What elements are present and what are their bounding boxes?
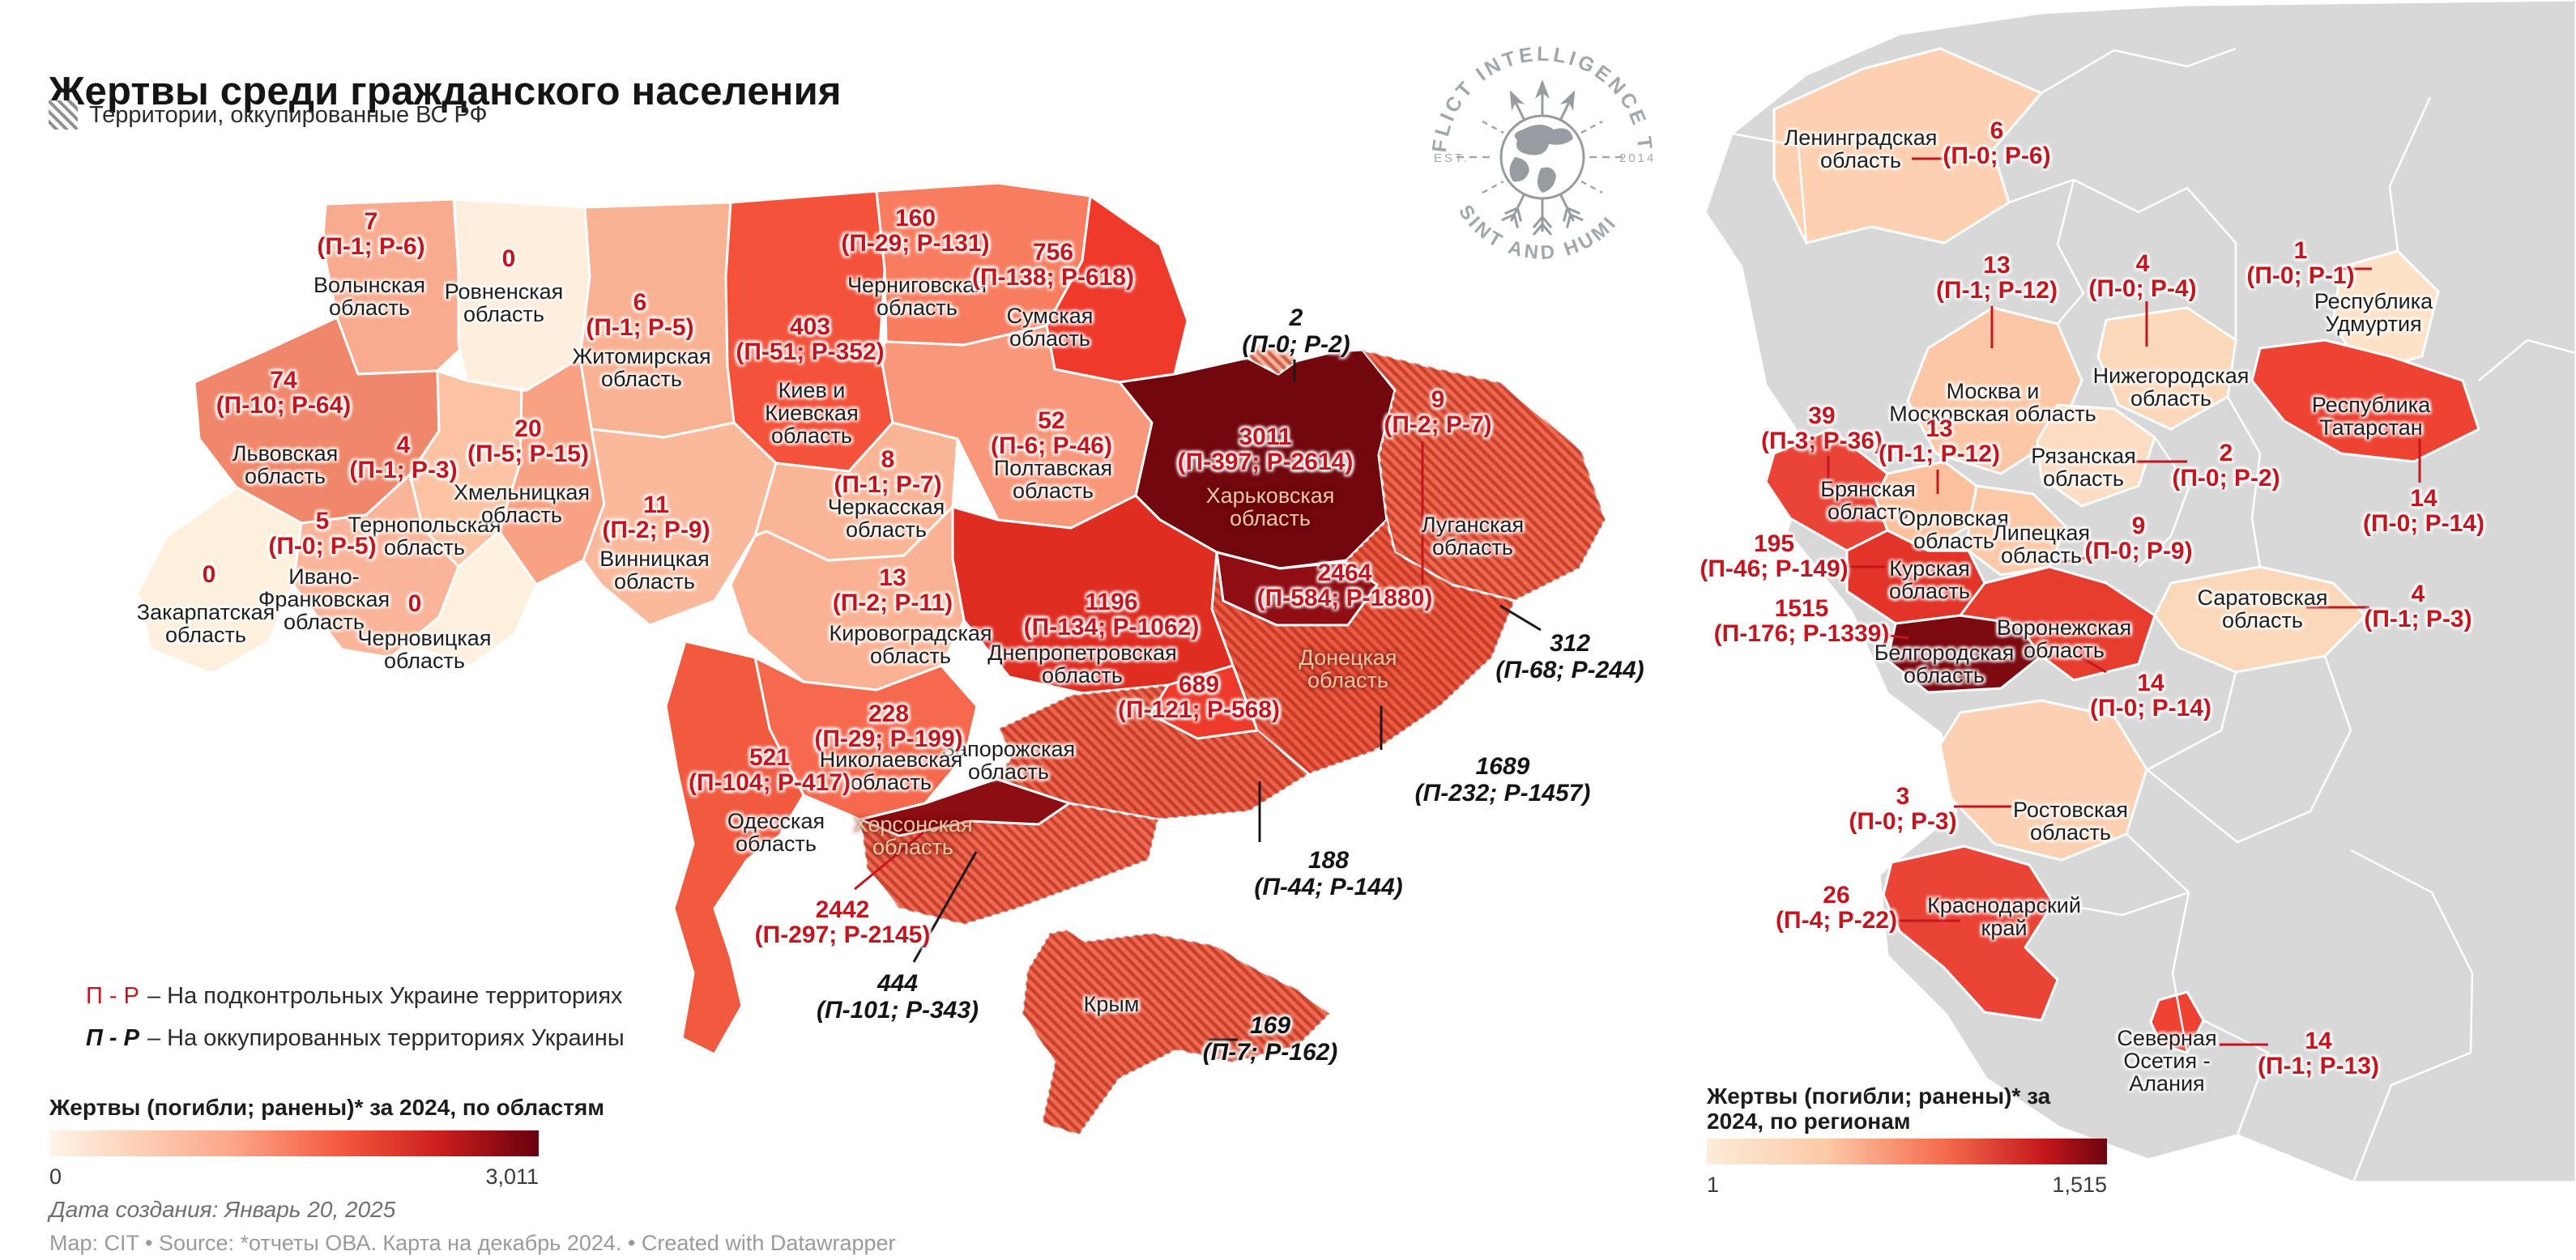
footer-credits: Map: CIT • Source: *отчеты ОВА. Карта на… xyxy=(49,1231,896,1255)
gray-border-0 xyxy=(2041,47,2237,95)
annotation-line-6 xyxy=(854,831,924,891)
region-ua-zaporizhzhia-controlled[interactable] xyxy=(1149,664,1259,740)
page-title: Жертвы среди гражданского населения xyxy=(49,69,842,113)
gray-border-6 xyxy=(2226,396,2262,568)
cit-logo-year-text: 2014 xyxy=(1619,151,1656,165)
ru-scale-title: Жертвы (погибли; ранены)* за 2024, по ре… xyxy=(1707,1083,2051,1134)
gray-border-3 xyxy=(2388,96,2432,252)
region-ua-kirovohrad[interactable] xyxy=(729,505,966,692)
gray-border-13 xyxy=(2203,1019,2270,1136)
ru-gradient-bar xyxy=(1707,1139,2107,1164)
region-ua-zhytomyr[interactable] xyxy=(578,201,736,439)
region-ua-zakarpattia[interactable] xyxy=(136,486,303,675)
gray-border-8 xyxy=(2146,655,2352,844)
ua-gradient-bar xyxy=(49,1130,539,1156)
cit-logo-rays-icon xyxy=(1456,120,1628,194)
regions-layer xyxy=(136,0,2576,1184)
legend-controlled-key: П - Р xyxy=(86,983,139,1009)
subtitle-label: Территории, оккупированные ВС РФ xyxy=(89,101,488,128)
region-ru-lipetsk[interactable] xyxy=(1967,484,2067,577)
gray-border-1 xyxy=(2008,178,2237,340)
region-ua-odesa[interactable] xyxy=(664,640,805,1056)
ua-scale-min: 0 xyxy=(49,1164,62,1189)
annotation-line-19 xyxy=(2078,654,2107,674)
annotation-line-18 xyxy=(1877,632,1909,640)
region-ua-chernivtsi[interactable] xyxy=(389,530,538,667)
ru-scale-ticks: 1 1,515 xyxy=(1707,1173,2107,1198)
occupied-hatch-swatch-icon xyxy=(49,100,78,130)
cit-logo-globe-arrows-icon xyxy=(1499,79,1585,236)
gray-border-14 xyxy=(1731,132,1808,244)
gray-border-9 xyxy=(2126,833,2190,1054)
legend-occupied-row: П - Р – На оккупированных территориях Укр… xyxy=(86,1025,625,1052)
region-ua-rivne[interactable] xyxy=(452,198,591,392)
ua-scale-ticks: 0 3,011 xyxy=(49,1164,539,1190)
region-ru-krasnodar[interactable] xyxy=(1882,845,2059,1022)
gray-border-2 xyxy=(2056,179,2085,325)
gray-border-10 xyxy=(2053,891,2190,917)
region-ua-dnipro[interactable] xyxy=(951,494,1235,695)
gray-borders-layer xyxy=(1731,47,2576,1183)
subtitle-row: Территории, оккупированные ВС РФ xyxy=(49,100,488,130)
ru-scale-min: 1 xyxy=(1707,1173,1720,1197)
gray-border-11 xyxy=(2350,849,2474,1054)
cit-logo: CONFLICT INTELLIGENCE TEAM OSINT AND HUM… xyxy=(1419,34,1656,264)
cit-logo-est-text: EST. xyxy=(1434,151,1469,165)
gray-border-12 xyxy=(2352,1051,2472,1183)
ru-scale-max: 1,515 xyxy=(2052,1173,2107,1197)
region-ru-nizhny[interactable] xyxy=(2096,306,2237,431)
region-ua-kyiv[interactable] xyxy=(724,189,894,473)
ua-scale-max: 3,011 xyxy=(485,1164,539,1189)
annotation-line-5 xyxy=(912,851,978,963)
legend-controlled-row: П - Р – На подконтрольных Украине террито… xyxy=(86,983,623,1010)
legend-occupied-text: – На оккупированных территориях Украины xyxy=(147,1025,625,1051)
region-ru-tatarstan[interactable] xyxy=(2250,338,2480,463)
region-ua-donetsk-controlled[interactable] xyxy=(1215,551,1379,627)
annotation-line-16 xyxy=(2061,554,2100,564)
region-ua-kherson-controlled[interactable] xyxy=(859,777,1071,837)
footer-created-date: Дата создания: Январь 20, 2025 xyxy=(49,1197,396,1222)
annotation-line-2 xyxy=(1499,604,1542,632)
annotation-lines-layer xyxy=(854,157,2421,1046)
region-ua-crimea-hatch-overlay xyxy=(1022,930,1330,1135)
gray-border-4 xyxy=(2478,338,2576,381)
region-ua-kharkiv-occupied-hatch-overlay xyxy=(1247,345,1296,374)
legend-occupied-key: П - Р xyxy=(86,1025,139,1051)
legend-controlled-text: – На подконтрольных Украине территориях xyxy=(147,983,623,1009)
gray-border-7 xyxy=(2147,671,2237,771)
ua-scale-title: Жертвы (погибли; ранены)* за 2024, по об… xyxy=(49,1095,605,1120)
region-ru-rostov[interactable] xyxy=(1938,699,2148,862)
region-ua-vinnytsia[interactable] xyxy=(582,421,778,627)
